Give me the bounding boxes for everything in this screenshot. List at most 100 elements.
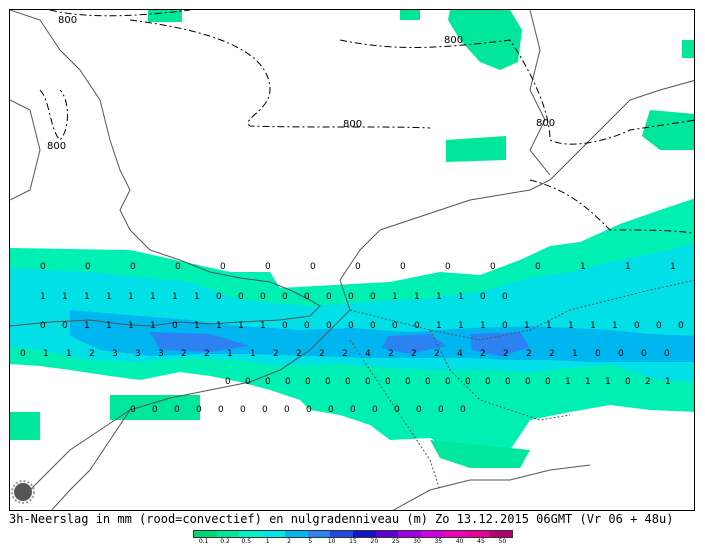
grid-value: 0 <box>490 262 496 272</box>
uk-coastline <box>10 10 321 327</box>
grid-value: 0 <box>618 349 624 359</box>
grid-value: 1 <box>414 292 420 302</box>
contour-label: 800 <box>343 119 362 130</box>
grid-value: 1 <box>62 292 68 302</box>
grid-value: 1 <box>458 292 464 302</box>
legend-swatch <box>307 531 331 537</box>
grid-value: 0 <box>348 321 354 331</box>
grid-value: 0 <box>505 377 511 387</box>
grid-value: 0 <box>130 262 136 272</box>
legend-tick-label: 5 <box>308 538 313 545</box>
grid-value: 2 <box>388 349 394 359</box>
legend-swatch <box>330 531 354 537</box>
grid-value: 2 <box>645 377 651 387</box>
legend-tick-label: 40 <box>455 538 464 545</box>
grid-value: 1 <box>436 321 442 331</box>
grid-value: 0 <box>502 292 508 302</box>
grid-value: 0 <box>240 405 246 415</box>
grid-value: 1 <box>580 262 586 272</box>
grid-value: 1 <box>84 321 90 331</box>
grid-value: 3 <box>135 349 141 359</box>
contour-center <box>129 19 431 129</box>
grid-value: 1 <box>227 349 233 359</box>
sun-cloud-icon <box>11 480 35 504</box>
grid-value: 1 <box>40 292 46 302</box>
coastlines <box>10 10 694 510</box>
grid-value: 0 <box>325 377 331 387</box>
precipitation-legend: 0.1 0.2 0.5 1 2 5 10 15 20 25 30 35 40 45 50 <box>193 530 513 545</box>
grid-value: 2 <box>319 349 325 359</box>
legend-tick-label: 1 <box>265 538 270 545</box>
grid-value: 1 <box>565 377 571 387</box>
grid-value: 1 <box>585 377 591 387</box>
contour-east <box>529 179 694 235</box>
map-caption: 3h-Neerslag in mm (rood=convectief) en n… <box>9 511 695 527</box>
grid-value: 0 <box>265 377 271 387</box>
grid-value: 2 <box>480 349 486 359</box>
precip-area-west <box>10 412 40 440</box>
legend-swatch <box>239 531 263 537</box>
grid-value: 0 <box>370 292 376 302</box>
grid-value: 0 <box>641 349 647 359</box>
precip-area-topright <box>682 40 694 58</box>
border-3 <box>429 329 571 421</box>
grid-value: 2 <box>181 349 187 359</box>
grid-value: 0 <box>348 292 354 302</box>
grid-value: 0 <box>664 349 670 359</box>
grid-value: 0 <box>438 405 444 415</box>
legend-swatch <box>443 531 467 537</box>
grid-value: 0 <box>175 262 181 272</box>
grid-value: 0 <box>20 349 26 359</box>
weather-map: 800 800 800 800 800 0 0 0 0 0 0 0 0 0 0 0 0 1 1 1 1 1 1 1 1… <box>9 9 695 511</box>
grid-value: 0 <box>678 321 684 331</box>
grid-value: 0 <box>284 405 290 415</box>
grid-value: 0 <box>62 321 68 331</box>
grid-value: 1 <box>436 292 442 302</box>
grid-value: 1 <box>670 262 676 272</box>
grid-value: 0 <box>216 292 222 302</box>
grid-value: 0 <box>326 321 332 331</box>
grid-value: 1 <box>260 321 266 331</box>
contour-labels: 800 800 800 800 800 <box>47 15 555 152</box>
grid-value: 0 <box>465 377 471 387</box>
contour-label: 800 <box>536 118 555 129</box>
grid-value: 0 <box>328 405 334 415</box>
grid-value: 0 <box>634 321 640 331</box>
grid-value: 0 <box>414 321 420 331</box>
grid-value: 0 <box>394 405 400 415</box>
grid-value: 0 <box>370 321 376 331</box>
grid-value: 3 <box>112 349 118 359</box>
grid-value: 0 <box>196 405 202 415</box>
grid-value: 2 <box>434 349 440 359</box>
grid-value: 1 <box>605 377 611 387</box>
grid-value: 0 <box>345 377 351 387</box>
grid-value: 0 <box>445 377 451 387</box>
grid-value: 0 <box>282 321 288 331</box>
grid-value: 0 <box>282 292 288 302</box>
grid-value: 0 <box>306 405 312 415</box>
legend-tick-label: 0.5 <box>241 538 252 545</box>
grid-value: 0 <box>130 405 136 415</box>
legend-tick-label: 45 <box>477 538 485 545</box>
legend-tick-label: 10 <box>327 538 336 545</box>
grid-value: 0 <box>326 292 332 302</box>
grid-value: 0 <box>425 377 431 387</box>
grid-value: 0 <box>392 321 398 331</box>
grid-value: 0 <box>485 377 491 387</box>
grid-value: 1 <box>480 321 486 331</box>
grid-value: 3 <box>158 349 164 359</box>
grid-value: 0 <box>260 292 266 302</box>
grid-value: 1 <box>43 349 49 359</box>
contour-label: 800 <box>47 141 66 152</box>
grid-value: 1 <box>216 321 222 331</box>
grid-value: 0 <box>385 377 391 387</box>
grid-value: 2 <box>273 349 279 359</box>
legend-swatch <box>375 531 399 537</box>
grid-value: 0 <box>365 377 371 387</box>
grid-value: 2 <box>549 349 555 359</box>
legend-tick-label: 50 <box>498 538 507 545</box>
legend-swatch <box>194 531 217 537</box>
grid-value: 0 <box>445 262 451 272</box>
grid-value: 1 <box>572 349 578 359</box>
grid-value: 0 <box>372 405 378 415</box>
